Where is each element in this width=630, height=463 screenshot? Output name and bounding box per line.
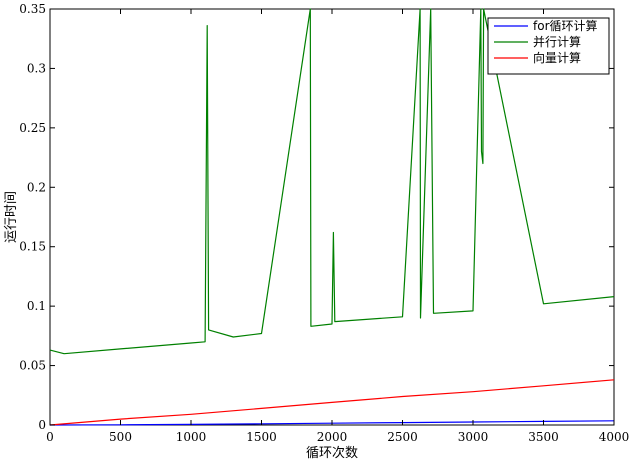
series-line-2 — [49, 8, 615, 355]
y-tick-label: 0.3 — [27, 61, 46, 75]
x-tick-label: 1000 — [176, 430, 207, 444]
y-axis: 0 0.05 0.1 0.15 0.2 0.25 0.3 0.35 — [19, 2, 614, 432]
y-tick-label: 0.35 — [19, 2, 46, 16]
x-tick-label: 3000 — [458, 430, 489, 444]
x-tick-label: 2000 — [317, 430, 348, 444]
y-tick-label: 0.25 — [19, 121, 46, 135]
x-tick-label: 500 — [109, 430, 132, 444]
x-tick-label: 3500 — [528, 430, 559, 444]
series-line-3 — [49, 379, 615, 426]
y-tick-label: 0.2 — [27, 180, 46, 194]
legend-box — [487, 17, 610, 75]
x-tick-label: 4000 — [599, 430, 630, 444]
legend-label: 向量计算 — [533, 50, 581, 65]
y-tick-label: 0.05 — [19, 359, 46, 373]
x-tick-label: 1500 — [246, 430, 277, 444]
plot-area — [49, 8, 615, 426]
legend-label: for循环计算 — [533, 18, 598, 33]
y-tick-label: 0 — [38, 418, 46, 432]
x-axis-label: 循环次数 — [306, 445, 358, 461]
x-axis: 0 500 1000 1500 2000 2500 3000 3500 4000 — [46, 9, 629, 444]
y-tick-label: 0.1 — [27, 299, 46, 313]
y-axis-label: 运行时间 — [4, 191, 19, 243]
legend-label: 并行计算 — [533, 34, 581, 49]
x-tick-label: 0 — [46, 430, 54, 444]
y-tick-label: 0.15 — [19, 240, 46, 254]
x-tick-label: 2500 — [387, 430, 418, 444]
